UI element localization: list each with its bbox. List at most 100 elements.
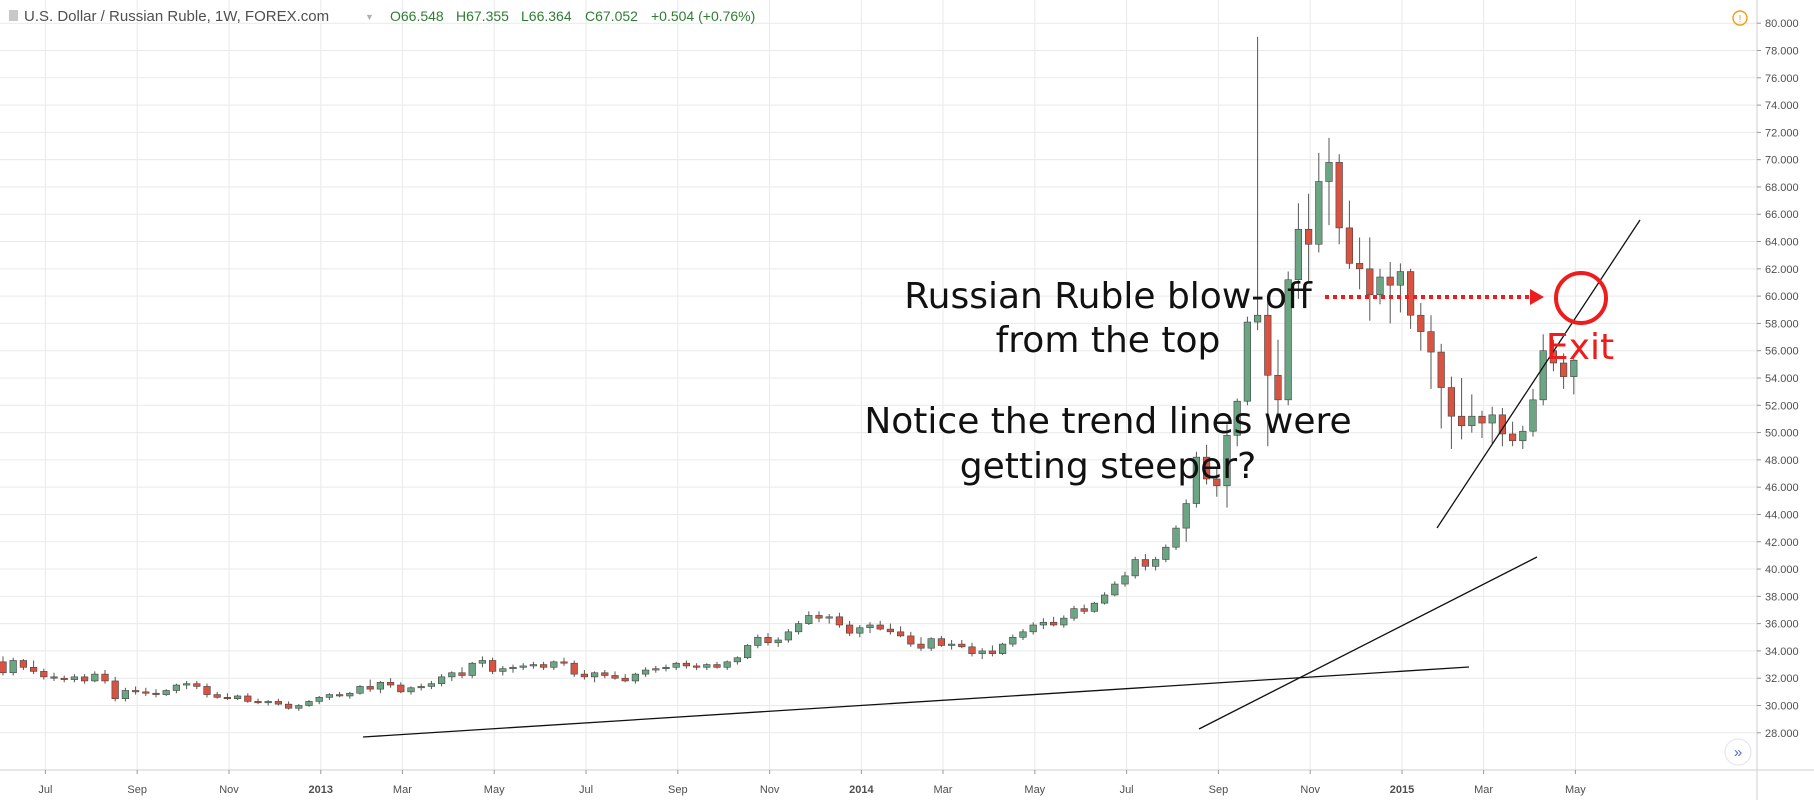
candle[interactable] (1090, 601, 1098, 613)
candle[interactable] (1478, 410, 1486, 439)
candle[interactable] (1162, 544, 1170, 563)
candle[interactable] (845, 620, 854, 636)
candle[interactable] (478, 656, 487, 668)
candle[interactable] (1427, 315, 1435, 389)
candle[interactable] (560, 657, 568, 666)
candle[interactable] (601, 670, 609, 679)
candle[interactable] (70, 674, 78, 683)
candle[interactable] (315, 695, 323, 705)
candle[interactable] (1325, 137, 1333, 226)
candle[interactable] (488, 657, 497, 675)
candle[interactable] (162, 689, 170, 696)
candle[interactable] (254, 698, 262, 705)
candle[interactable] (713, 661, 721, 669)
double-chevron-right-icon[interactable]: » (1734, 744, 1742, 761)
candle[interactable] (0, 656, 7, 676)
candle[interactable] (183, 680, 191, 690)
candle[interactable] (1305, 193, 1313, 283)
trend-line[interactable] (1436, 219, 1641, 529)
candle[interactable] (611, 671, 619, 680)
candle[interactable] (264, 700, 272, 706)
candle[interactable] (723, 660, 731, 671)
candle[interactable] (754, 634, 762, 649)
candle[interactable] (988, 645, 996, 657)
candle[interactable] (111, 676, 119, 702)
candle[interactable] (1366, 237, 1374, 321)
candle[interactable] (142, 687, 150, 696)
exclamation-circle-icon[interactable] (1732, 10, 1748, 26)
candle[interactable] (1560, 353, 1568, 389)
scroll-to-latest-button[interactable]: » (1724, 738, 1752, 766)
candle[interactable] (1447, 376, 1455, 449)
candle[interactable] (927, 637, 935, 651)
candle[interactable] (427, 680, 436, 690)
candle[interactable] (1407, 268, 1415, 329)
candle[interactable] (876, 620, 884, 631)
candle[interactable] (244, 693, 252, 703)
candle[interactable] (570, 660, 578, 677)
candle[interactable] (417, 683, 425, 691)
candle[interactable] (856, 624, 864, 638)
candle[interactable] (958, 640, 966, 649)
candle[interactable] (784, 629, 792, 643)
candle[interactable] (815, 611, 823, 623)
candle[interactable] (1131, 556, 1139, 579)
alert-button[interactable]: ! (1732, 10, 1748, 26)
candle[interactable] (733, 656, 741, 665)
candle[interactable] (1356, 237, 1364, 290)
candle[interactable] (580, 670, 588, 680)
candle[interactable] (703, 663, 711, 671)
candle[interactable] (1345, 200, 1353, 269)
candle[interactable] (1029, 622, 1037, 635)
candle[interactable] (366, 679, 374, 692)
candle[interactable] (550, 660, 558, 671)
candle[interactable] (1101, 592, 1109, 605)
candle[interactable] (937, 635, 945, 647)
candle[interactable] (60, 675, 68, 683)
candle[interactable] (866, 622, 874, 634)
candle[interactable] (468, 661, 476, 679)
candle[interactable] (40, 668, 48, 680)
candle[interactable] (631, 672, 639, 684)
candle[interactable] (621, 674, 629, 683)
candle[interactable] (998, 642, 1007, 656)
candle[interactable] (682, 660, 690, 669)
candle[interactable] (1019, 629, 1027, 641)
candle[interactable] (376, 680, 385, 694)
candle[interactable] (1050, 616, 1058, 627)
candle[interactable] (305, 700, 313, 707)
candle[interactable] (825, 614, 833, 624)
trend-line[interactable] (362, 666, 1470, 738)
candle[interactable] (458, 667, 466, 679)
candle[interactable] (325, 693, 334, 701)
candle[interactable] (1386, 262, 1394, 324)
candle[interactable] (203, 683, 211, 698)
candle[interactable] (50, 672, 58, 681)
candle[interactable] (1121, 571, 1129, 587)
candle[interactable] (29, 660, 38, 675)
candle[interactable] (284, 701, 293, 710)
candle[interactable] (1539, 334, 1547, 406)
candle[interactable] (9, 657, 17, 676)
candle[interactable] (917, 637, 925, 651)
candle[interactable] (1070, 605, 1078, 621)
candle[interactable] (213, 691, 221, 699)
candle[interactable] (1468, 394, 1476, 433)
candle[interactable] (1039, 618, 1047, 630)
candle[interactable] (886, 623, 894, 635)
candle[interactable] (1223, 424, 1231, 508)
candle[interactable] (223, 693, 232, 701)
candle[interactable] (386, 678, 395, 688)
candle[interactable] (1243, 316, 1251, 406)
scroll-button-bg[interactable] (1724, 738, 1752, 766)
candle[interactable] (743, 644, 752, 660)
candle[interactable] (407, 686, 415, 695)
candle[interactable] (356, 685, 364, 695)
candle[interactable] (437, 674, 446, 687)
candle[interactable] (1509, 421, 1517, 447)
candle[interactable] (529, 661, 537, 669)
candle[interactable] (1335, 154, 1343, 245)
candle[interactable] (1417, 302, 1425, 351)
candle[interactable] (346, 691, 354, 699)
